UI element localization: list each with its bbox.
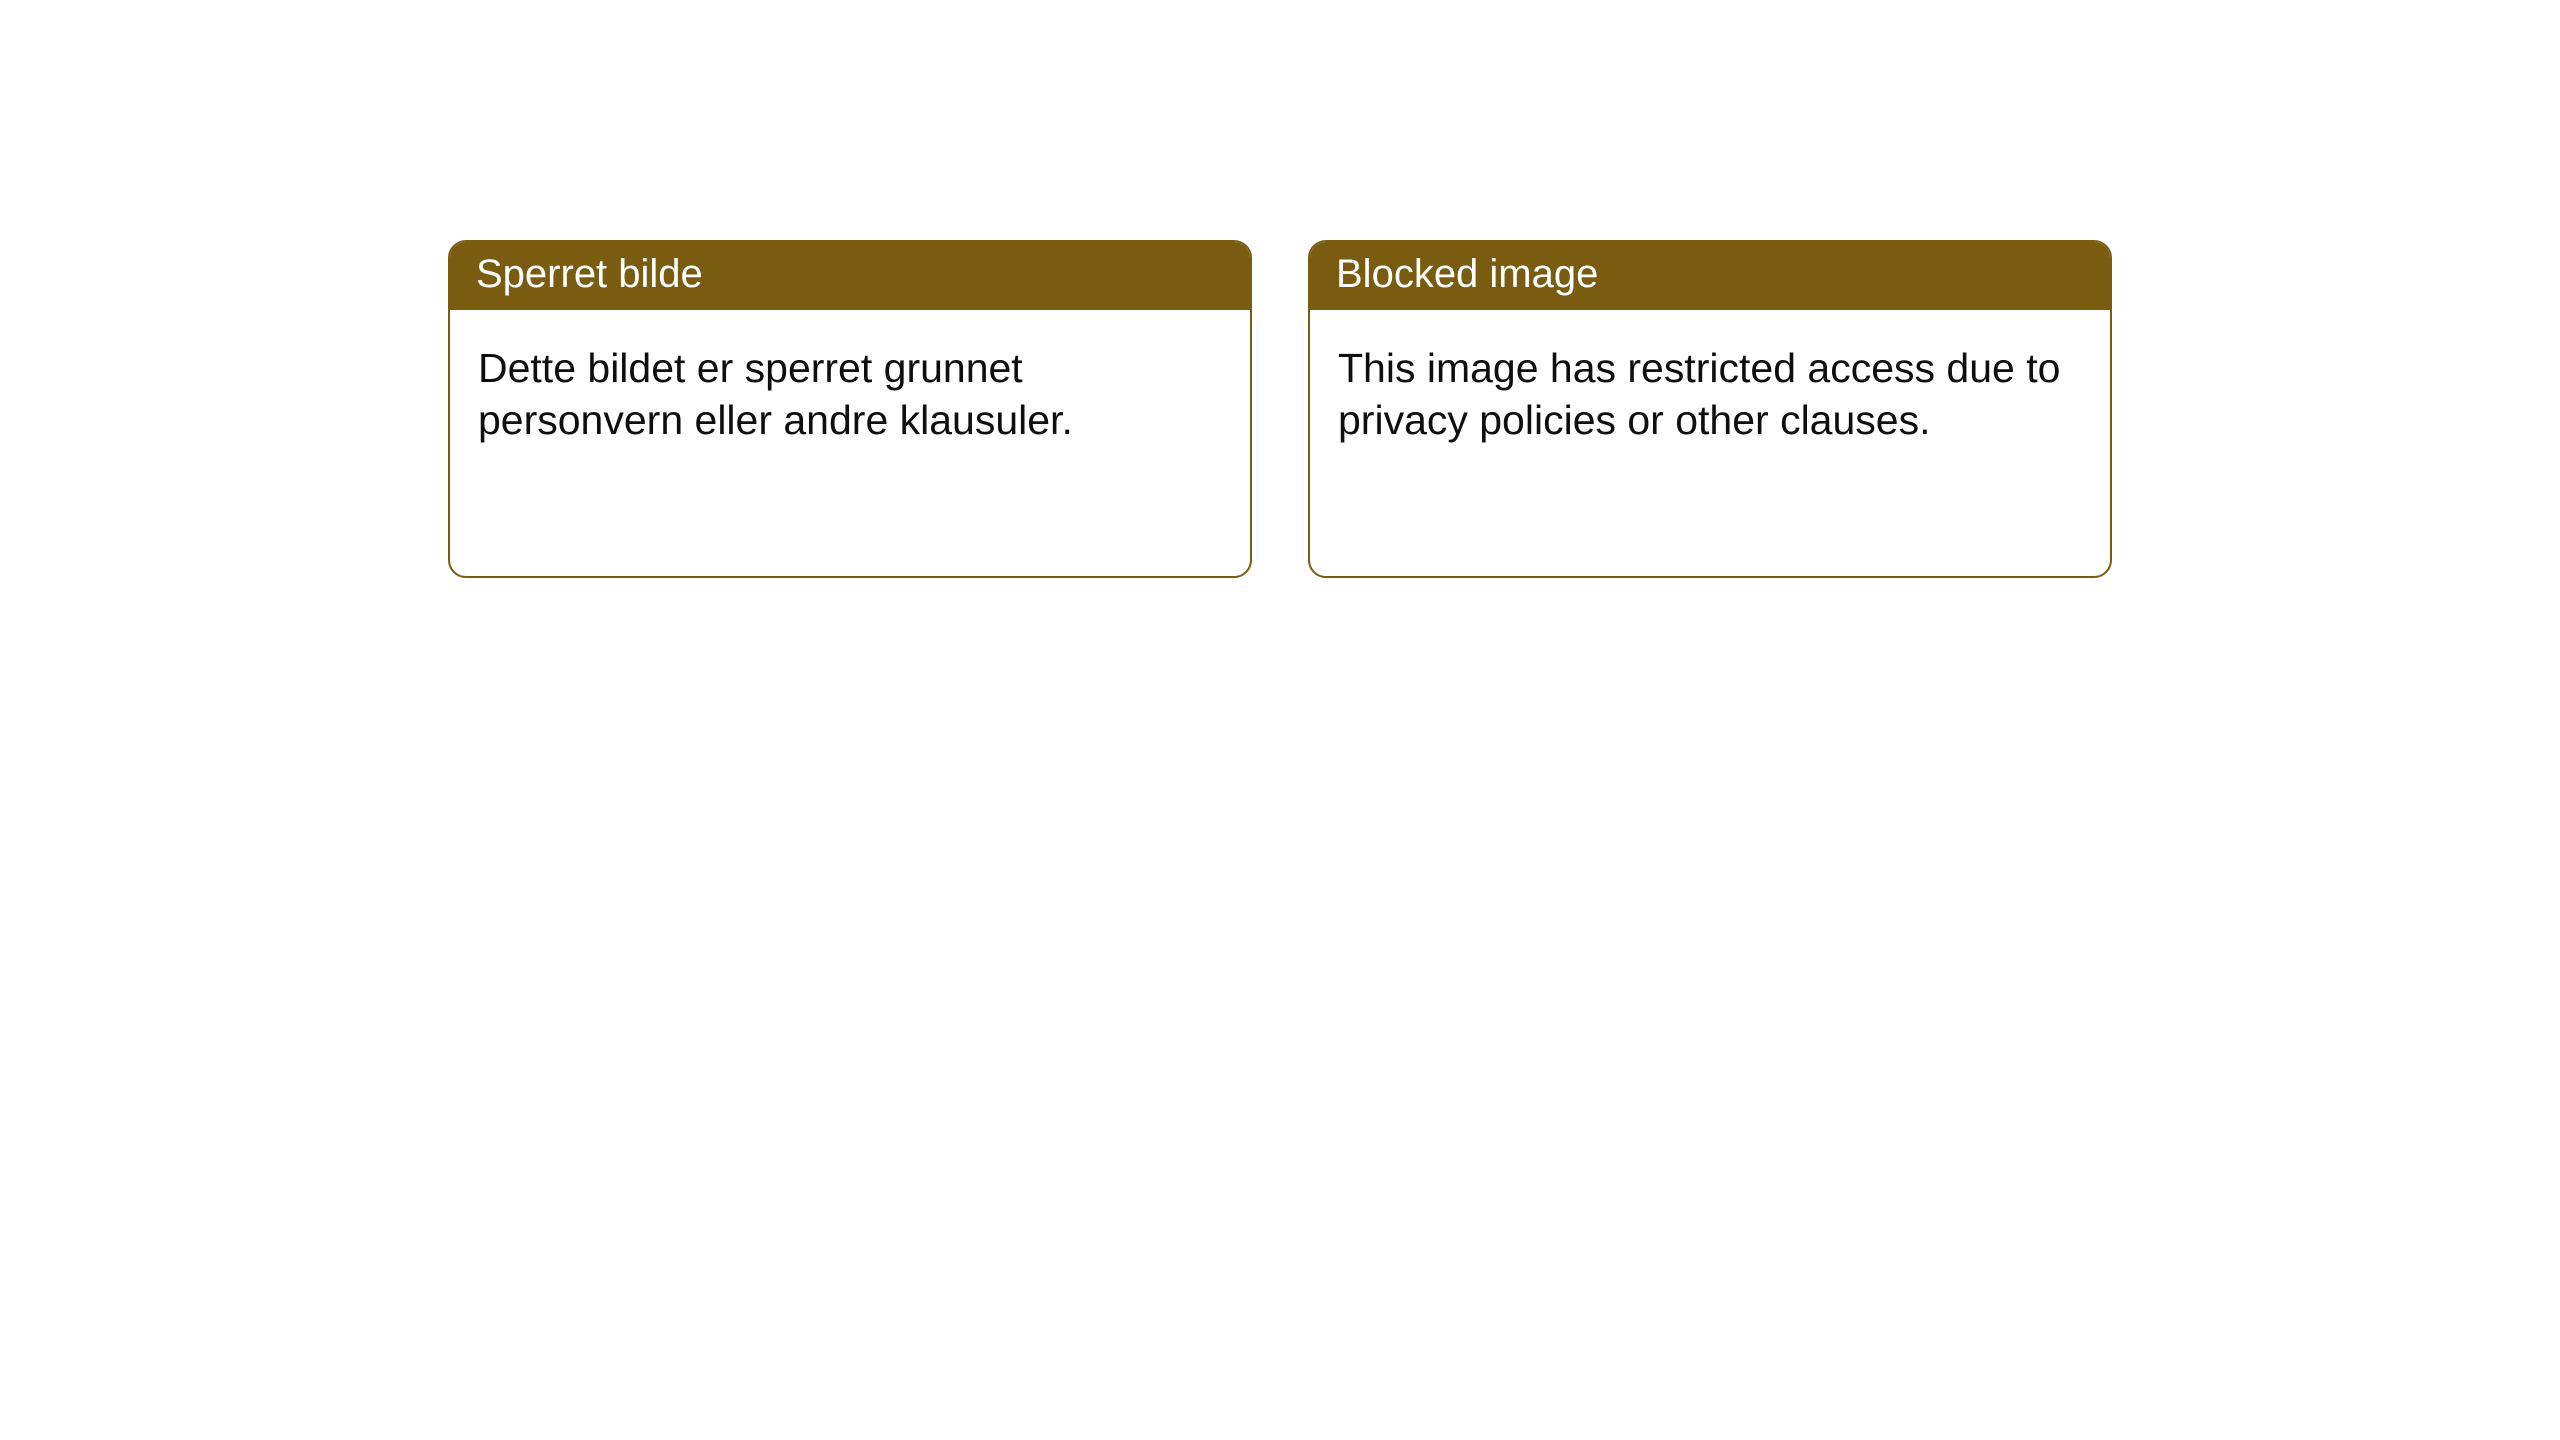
notice-body: This image has restricted access due to … — [1310, 310, 2110, 479]
notices-container: Sperret bilde Dette bildet er sperret gr… — [0, 0, 2560, 578]
notice-title: Blocked image — [1310, 242, 2110, 310]
notice-box-norwegian: Sperret bilde Dette bildet er sperret gr… — [448, 240, 1252, 578]
notice-body: Dette bildet er sperret grunnet personve… — [450, 310, 1250, 479]
notice-title: Sperret bilde — [450, 242, 1250, 310]
notice-box-english: Blocked image This image has restricted … — [1308, 240, 2112, 578]
